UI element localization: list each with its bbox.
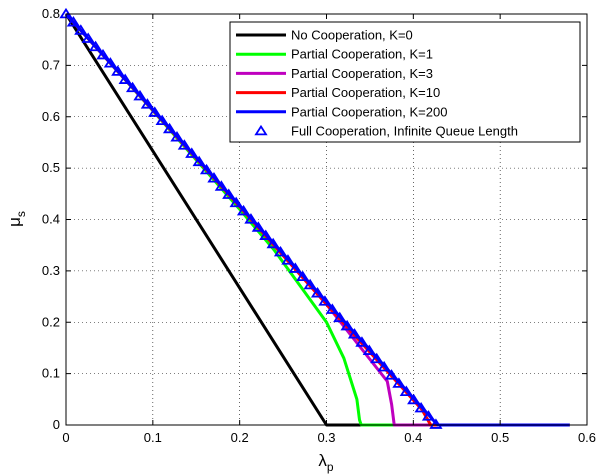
y-tick-label: 0.5 xyxy=(42,160,60,175)
series-marker-point xyxy=(236,204,251,216)
series-marker-point xyxy=(259,229,273,240)
series-marker-point xyxy=(347,328,362,339)
series-marker-point xyxy=(370,352,384,364)
series-marker-point xyxy=(325,303,339,314)
series-marker-point xyxy=(273,245,288,257)
y-axis-label: μs xyxy=(5,211,28,227)
legend-label: Partial Cooperation, K=1 xyxy=(291,47,433,62)
series-marker-point xyxy=(384,369,399,380)
series-marker-point xyxy=(140,98,155,109)
series-marker-point xyxy=(244,213,258,224)
x-tick-label: 0.2 xyxy=(231,430,249,445)
series-marker-point xyxy=(266,237,280,249)
series-marker-point xyxy=(288,262,302,273)
series-marker-point xyxy=(421,410,436,421)
series-marker-point xyxy=(88,40,103,52)
axis-ticks: 0 0.1 0.2 0.3 0.4 0.5 0.6 0 0.1 0.2 0.3 0.4 0.5 0.6 0.… xyxy=(42,6,596,445)
x-tick-label: 0 xyxy=(62,430,69,445)
y-tick-label: 0.7 xyxy=(42,57,60,72)
y-tick-label: 0.2 xyxy=(42,314,60,329)
series-marker-point xyxy=(155,114,169,126)
series-marker-point xyxy=(214,180,228,191)
x-axis-label: λp xyxy=(318,451,334,474)
x-tick-label: 0.4 xyxy=(404,430,422,445)
legend-label: Partial Cooperation, K=200 xyxy=(291,104,447,119)
legend-label: Partial Cooperation, K=10 xyxy=(291,85,440,100)
series-marker-point xyxy=(66,16,81,27)
series-marker-point xyxy=(133,89,147,101)
series-marker-point xyxy=(251,221,265,232)
series-marker-point xyxy=(207,172,221,183)
series-marker-point xyxy=(118,73,132,84)
series-marker-point xyxy=(407,393,421,405)
y-tick-label: 0.1 xyxy=(42,366,60,381)
y-tick-label: 0.4 xyxy=(42,212,60,227)
series-marker-point xyxy=(96,48,110,60)
legend-box xyxy=(229,21,581,143)
series-marker-point xyxy=(399,385,413,397)
series-marker-point xyxy=(362,344,376,355)
series-marker-point xyxy=(199,163,214,175)
series-marker-point xyxy=(229,196,243,208)
y-tick-label: 0.3 xyxy=(42,263,60,278)
legend-label: No Cooperation, K=0 xyxy=(291,28,413,43)
series-marker-point xyxy=(318,295,332,306)
series-marker-point xyxy=(125,81,140,93)
series-marker-point xyxy=(355,336,369,347)
series-marker-point xyxy=(170,130,184,142)
x-tick-label: 0.3 xyxy=(317,430,335,445)
series-marker-point xyxy=(148,106,162,117)
series-marker-point xyxy=(177,139,192,150)
series-marker-point xyxy=(377,360,391,372)
series-marker-point xyxy=(111,65,125,76)
legend: No Cooperation, K=0 Partial Cooperation, … xyxy=(229,21,581,143)
series-marker-point xyxy=(74,24,88,35)
x-tick-label: 0.1 xyxy=(144,430,162,445)
series-marker-point xyxy=(192,155,206,167)
series-marker-point xyxy=(333,311,347,323)
series-marker-point xyxy=(429,418,443,429)
legend-label: Partial Cooperation, K=3 xyxy=(291,66,433,81)
series-marker-point xyxy=(222,188,236,199)
series-marker-point xyxy=(185,147,199,158)
series-marker-point xyxy=(310,287,325,298)
y-tick-label: 0.6 xyxy=(42,109,60,124)
series-marker-point xyxy=(414,401,428,413)
series-marker-point xyxy=(296,270,310,282)
series-marker-point xyxy=(103,57,118,68)
y-tick-label: 0.8 xyxy=(42,6,60,21)
y-tick-label: 0 xyxy=(53,417,60,432)
series-marker-point xyxy=(392,377,406,388)
series-marker-point xyxy=(281,254,295,265)
legend-label: Full Cooperation, Infinite Queue Length xyxy=(291,124,518,139)
x-tick-label: 0.6 xyxy=(578,430,596,445)
legend-swatch-marker xyxy=(254,124,268,136)
series-marker-point xyxy=(81,32,95,43)
x-tick-label: 0.5 xyxy=(491,430,509,445)
series-marker-point xyxy=(303,278,317,290)
series-marker-point xyxy=(162,122,177,134)
series-marker-point xyxy=(340,319,354,331)
